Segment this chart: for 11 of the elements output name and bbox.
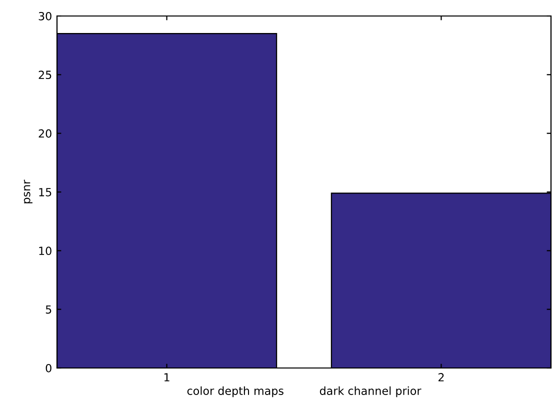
y-tick-label: 15 [39, 188, 52, 196]
y-tick-label: 5 [46, 305, 52, 314]
y-tick-label: 20 [38, 129, 52, 138]
x-tick-label: 2 [438, 373, 444, 382]
y-tick-label: 25 [38, 70, 52, 80]
y-tick-label: 0 [46, 364, 52, 372]
y-axis-title: psnr [24, 180, 32, 204]
x-axis-title: color depth maps dark channel prior [187, 386, 422, 398]
y-tick-label: 10 [39, 246, 52, 256]
y-tick-label: 30 [38, 12, 52, 20]
x-tick-label: 1 [164, 373, 170, 382]
